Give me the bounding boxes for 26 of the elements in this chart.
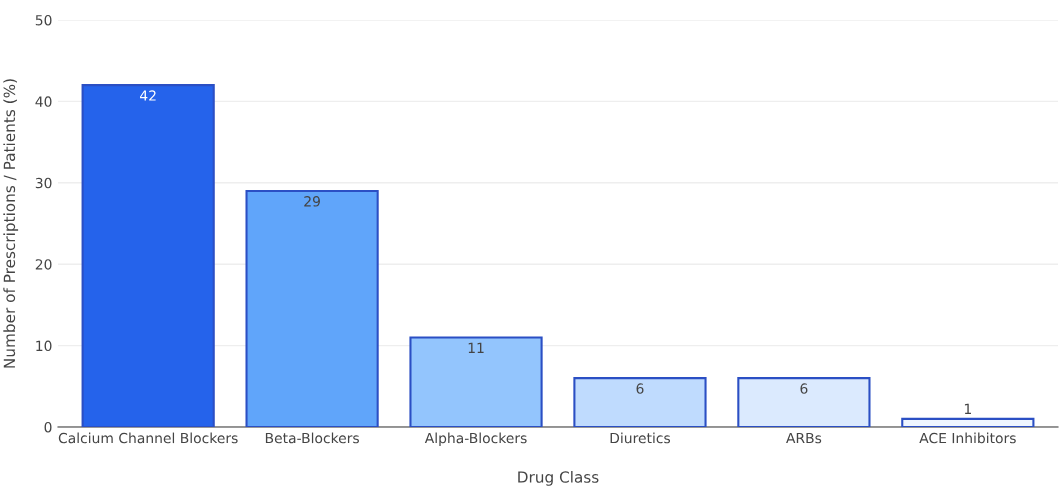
y-tick-label: 40: [35, 96, 52, 107]
x-tick-label: ACE Inhibitors: [919, 432, 1016, 444]
data-label: 29: [304, 196, 320, 207]
data-label: 1: [964, 403, 971, 414]
x-tick-label: ARBs: [786, 432, 822, 444]
data-label: 6: [636, 383, 644, 394]
x-tick-label: Beta-Blockers: [265, 432, 359, 444]
y-tick-label: 50: [35, 14, 52, 26]
data-label: 42: [140, 90, 156, 101]
bar: [81, 84, 215, 427]
y-tick-label: 10: [36, 340, 52, 352]
x-tick-label: Diuretics: [610, 432, 671, 444]
bar: [901, 417, 1035, 427]
data-label: 6: [800, 383, 808, 394]
data-label: 11: [468, 342, 484, 353]
y-tick-label: 0: [44, 421, 52, 433]
bar: [737, 377, 871, 427]
x-tick-label: Calcium Channel Blockers: [58, 432, 238, 444]
x-axis-title: Drug Class: [518, 471, 599, 486]
y-axis-title: Number of Prescriptions / Patients (%): [3, 79, 19, 368]
bar: [409, 336, 543, 427]
bar: [245, 189, 379, 427]
y-tick-label: 30: [35, 177, 52, 189]
y-tick-label: 20: [35, 259, 52, 270]
x-tick-label: Alpha-Blockers: [424, 432, 527, 446]
bar: [573, 377, 707, 427]
